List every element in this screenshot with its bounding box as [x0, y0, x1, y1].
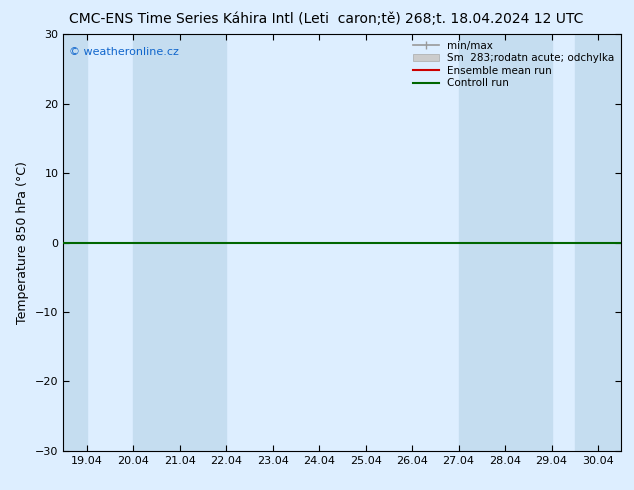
Bar — [458, 34, 552, 451]
Legend: min/max, Sm  283;rodatn acute; odchylka, Ensemble mean run, Controll run: min/max, Sm 283;rodatn acute; odchylka, … — [408, 36, 619, 93]
Bar — [133, 34, 226, 451]
Y-axis label: Temperature 850 hPa (°C): Temperature 850 hPa (°C) — [16, 161, 30, 324]
Text: © weatheronline.cz: © weatheronline.cz — [69, 47, 179, 57]
Bar — [575, 34, 621, 451]
Text: CMC-ENS Time Series Káhira Intl (Leti  caron;tě): CMC-ENS Time Series Káhira Intl (Leti ca… — [68, 12, 401, 26]
Text: 268;t. 18.04.2024 12 UTC: 268;t. 18.04.2024 12 UTC — [405, 12, 584, 26]
Bar — [63, 34, 87, 451]
